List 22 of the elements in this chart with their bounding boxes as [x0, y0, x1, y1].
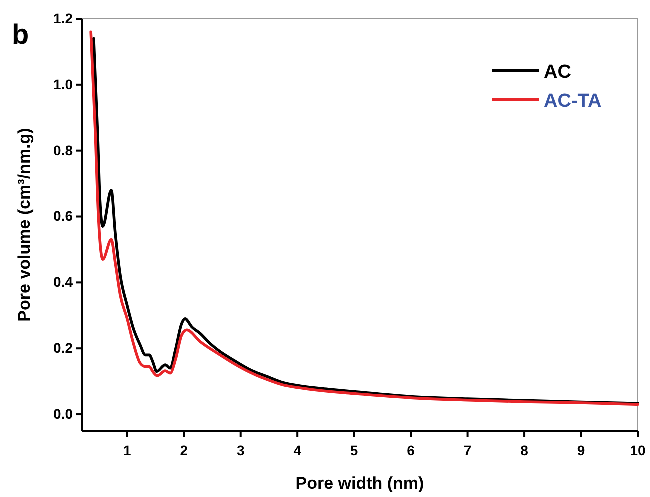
x-axis-title: Pore width (nm) [296, 474, 424, 493]
y-tick-label: 1.2 [54, 10, 74, 26]
x-tick-label: 5 [350, 442, 358, 458]
legend-label: AC-TA [544, 91, 602, 112]
x-tick-label: 10 [630, 442, 646, 458]
x-tick-label: 7 [464, 442, 472, 458]
y-tick-label: 1.0 [54, 76, 74, 92]
y-tick-label: 0.6 [54, 208, 74, 224]
y-tick-label: 0.2 [54, 340, 74, 356]
legend-label: AC [544, 62, 572, 83]
y-tick-label: 0.0 [54, 406, 74, 422]
x-tick-label: 6 [407, 442, 416, 458]
x-tick-label: 8 [520, 442, 529, 458]
y-tick-label: 0.8 [54, 142, 74, 158]
x-tick-label: 9 [577, 442, 586, 458]
x-tick-label: 4 [294, 442, 302, 458]
y-tick-label: 0.4 [54, 274, 74, 290]
x-tick-label: 1 [123, 442, 132, 458]
y-axis-title: Pore volume (cm³/nm.g) [15, 128, 34, 322]
x-tick-label: 2 [180, 442, 188, 458]
x-tick-label: 3 [236, 442, 245, 458]
text: b [12, 19, 30, 50]
